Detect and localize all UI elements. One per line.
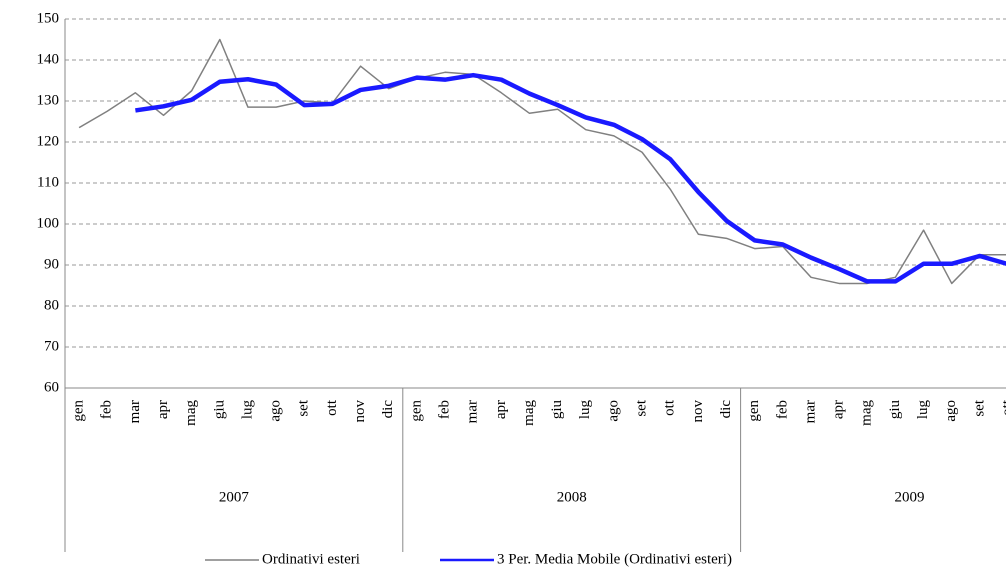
legend-label: Ordinativi esteri xyxy=(262,551,360,567)
y-tick-label: 110 xyxy=(37,174,59,190)
x-tick-label: ago xyxy=(268,400,284,422)
x-tick-label: set xyxy=(971,399,987,416)
x-tick-label: dic xyxy=(380,400,396,419)
y-tick-label: 100 xyxy=(37,215,60,231)
line-series xyxy=(78,38,1006,285)
x-tick-label: feb xyxy=(99,400,115,419)
x-tick-label: set xyxy=(296,399,312,416)
x-tick-label: giu xyxy=(887,400,903,420)
y-tick-label: 130 xyxy=(37,92,60,108)
x-tick-label: mar xyxy=(802,400,818,423)
x-tick-label: ott xyxy=(999,399,1006,416)
y-tick-label: 60 xyxy=(44,379,59,395)
y-tick-label: 90 xyxy=(44,256,59,272)
x-tick-label: mar xyxy=(127,400,143,423)
x-tick-label: lug xyxy=(915,400,931,420)
y-tick-label: 140 xyxy=(37,51,60,67)
x-tick-label: gen xyxy=(408,400,424,422)
x-tick-label: gen xyxy=(71,400,87,422)
x-tick-label: ott xyxy=(662,399,678,416)
y-tick-label: 70 xyxy=(44,338,59,354)
x-tick-label: ago xyxy=(605,400,621,422)
x-tick-label: apr xyxy=(831,400,847,419)
x-tick-label: mar xyxy=(465,400,481,423)
y-tick-label: 80 xyxy=(44,297,59,313)
x-tick-label: lug xyxy=(577,400,593,420)
y-tick-label: 150 xyxy=(37,10,60,26)
legend-label: 3 Per. Media Mobile (Ordinativi esteri) xyxy=(497,551,732,567)
x-tick-label: giu xyxy=(549,400,565,420)
x-tick-label: feb xyxy=(436,400,452,419)
x-tick-label: ott xyxy=(324,399,340,416)
line-series xyxy=(135,72,1006,284)
group-label: 2007 xyxy=(219,489,250,505)
x-tick-label: dic xyxy=(718,400,734,419)
x-tick-label: nov xyxy=(690,400,706,423)
x-tick-label: nov xyxy=(352,400,368,423)
x-tick-label: giu xyxy=(211,400,227,420)
x-tick-label: set xyxy=(634,399,650,416)
x-tick-label: ago xyxy=(943,400,959,422)
x-tick-label: mag xyxy=(183,400,199,426)
x-tick-label: apr xyxy=(155,400,171,419)
x-tick-label: lug xyxy=(239,400,255,420)
x-tick-label: feb xyxy=(774,400,790,419)
x-tick-label: apr xyxy=(493,400,509,419)
group-label: 2008 xyxy=(557,489,587,505)
y-tick-label: 120 xyxy=(37,133,60,149)
group-label: 2009 xyxy=(895,489,925,505)
x-tick-label: mag xyxy=(521,400,537,426)
x-tick-label: mag xyxy=(859,400,875,426)
x-tick-label: gen xyxy=(746,400,762,422)
